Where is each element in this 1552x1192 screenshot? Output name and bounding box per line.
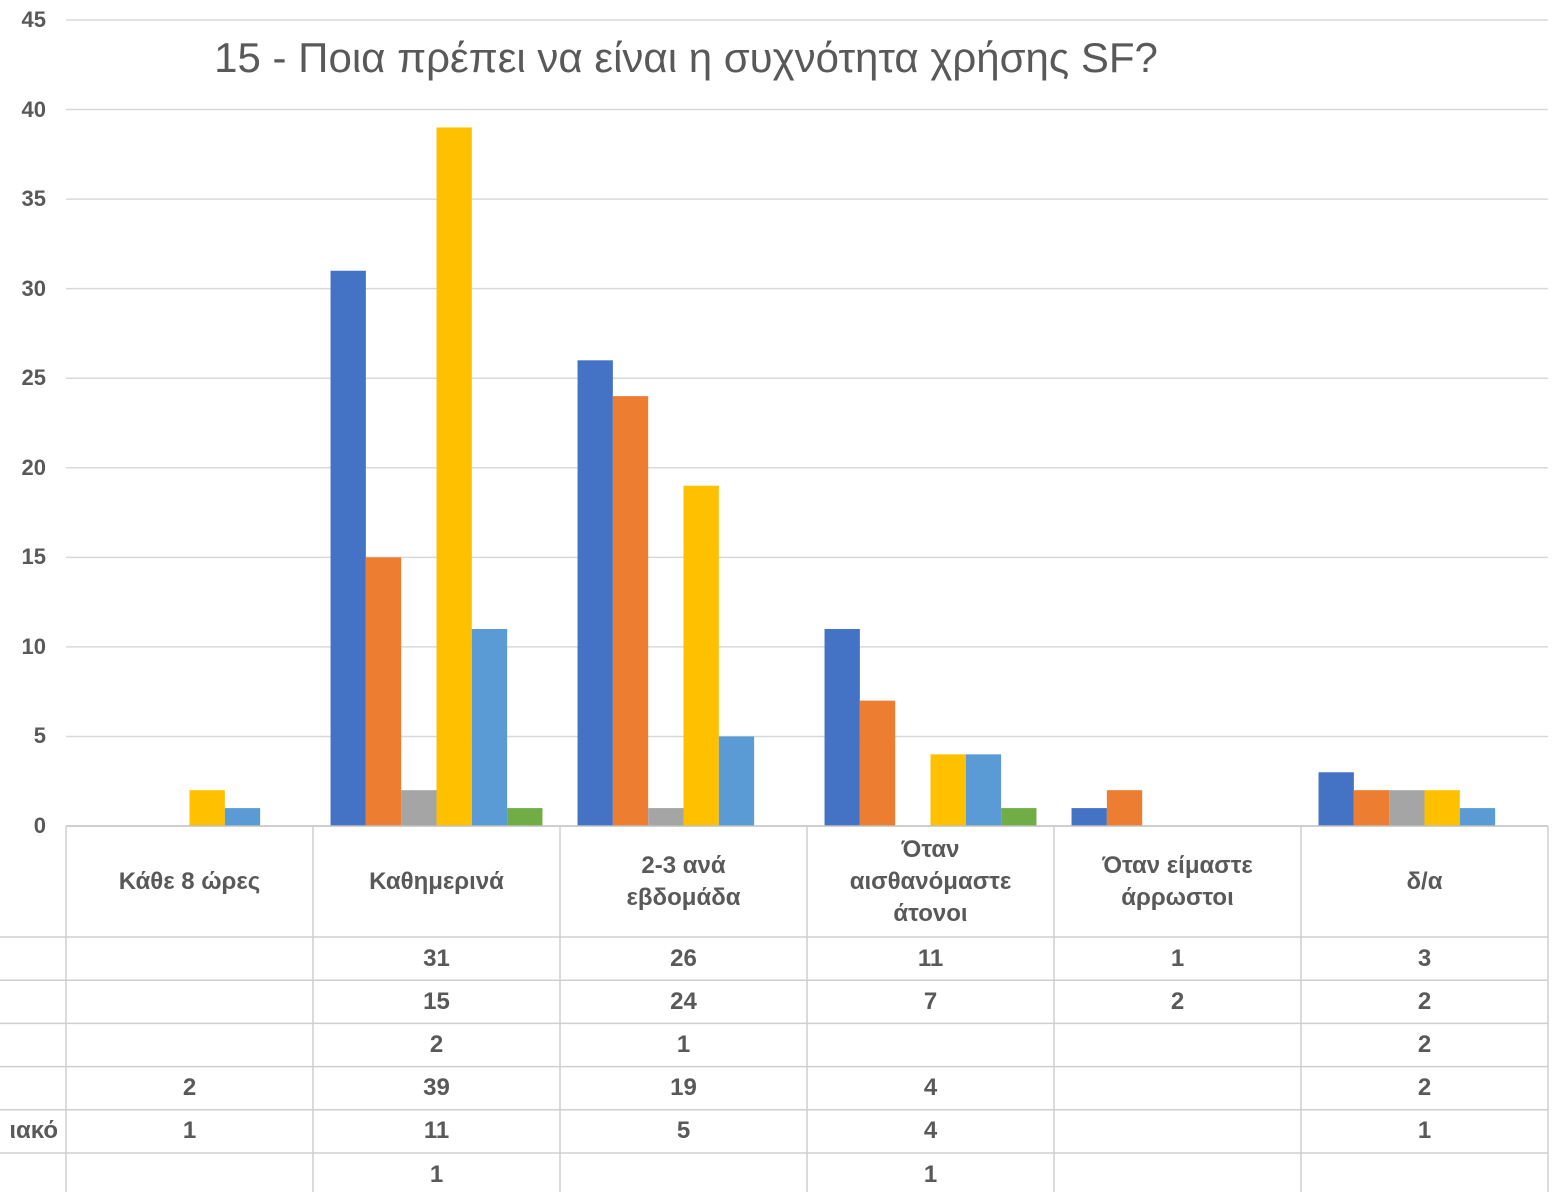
table-value: 1 bbox=[1417, 1117, 1432, 1145]
table-value: 2 bbox=[429, 1031, 444, 1058]
table-value: 4 bbox=[923, 1117, 938, 1145]
table-value: 2 bbox=[1170, 987, 1185, 1015]
table-value: 24 bbox=[670, 987, 697, 1015]
table-value: 4 bbox=[923, 1074, 938, 1102]
bar bbox=[1353, 790, 1390, 826]
bar bbox=[224, 808, 261, 826]
category-label: Όταν αισθανόμαστε άτονοι bbox=[849, 835, 1012, 927]
bar bbox=[648, 808, 684, 826]
y-tick-label: 40 bbox=[21, 96, 46, 122]
bar bbox=[507, 808, 543, 826]
y-tick-label: 15 bbox=[21, 544, 46, 570]
table-value: 2 bbox=[182, 1074, 197, 1102]
category-label-cell: Κάθε 8 ώρες bbox=[66, 826, 313, 937]
category-label-cell: Όταν είμαστε άρρωστοι bbox=[1054, 826, 1301, 937]
bar bbox=[1318, 772, 1354, 826]
bar bbox=[401, 790, 437, 826]
bar bbox=[189, 790, 225, 826]
bar bbox=[718, 736, 755, 826]
bar bbox=[683, 485, 719, 826]
table-value: 3 bbox=[1417, 944, 1432, 972]
bar bbox=[1106, 790, 1143, 826]
bar bbox=[577, 360, 613, 826]
table-value: 15 bbox=[423, 987, 450, 1015]
table-value: 11 bbox=[423, 1117, 450, 1145]
table-value: 39 bbox=[423, 1074, 450, 1102]
bar bbox=[859, 700, 896, 826]
gridlines bbox=[66, 19, 1548, 738]
category-label: Όταν είμαστε άρρωστοι bbox=[1102, 851, 1253, 911]
table-value: 1 bbox=[923, 1160, 938, 1188]
y-tick-label: 5 bbox=[33, 723, 46, 749]
bar bbox=[1001, 808, 1037, 826]
table-value: 5 bbox=[676, 1117, 691, 1145]
y-tick-label: 20 bbox=[21, 454, 46, 480]
y-tick-label: 10 bbox=[21, 633, 46, 659]
y-tick-label: 35 bbox=[21, 186, 46, 212]
table-value: 2 bbox=[1417, 1074, 1432, 1102]
table-value: 19 bbox=[670, 1074, 697, 1102]
bar bbox=[1389, 790, 1425, 826]
bar bbox=[330, 270, 366, 826]
category-label: δ/α bbox=[1406, 867, 1443, 895]
table-value: 7 bbox=[923, 987, 938, 1015]
table-value: 1 bbox=[676, 1031, 691, 1058]
category-label-cell: Όταν αισθανόμαστε άτονοι bbox=[807, 826, 1054, 937]
bar bbox=[930, 754, 966, 826]
bar bbox=[436, 127, 472, 826]
table-value: 1 bbox=[1170, 944, 1185, 972]
y-tick-label: 25 bbox=[21, 365, 46, 391]
category-label: Κάθε 8 ώρες bbox=[118, 867, 261, 895]
table-value: 31 bbox=[423, 944, 450, 972]
bar bbox=[965, 754, 1002, 826]
bar bbox=[1459, 808, 1496, 826]
bar bbox=[365, 557, 402, 826]
y-tick-label: 30 bbox=[21, 275, 46, 301]
chart-title: 15 - Ποια πρέπει να είναι η συχνότητα χρ… bbox=[214, 34, 1158, 81]
bar bbox=[612, 396, 649, 826]
bar bbox=[824, 628, 860, 826]
y-tick-label: 45 bbox=[21, 7, 46, 32]
table-value: 2 bbox=[1417, 1031, 1432, 1058]
category-label: 2-3 ανά εβδομάδα bbox=[626, 851, 741, 911]
category-label-cell: Καθημερινά bbox=[313, 826, 560, 937]
category-label: Καθημερινά bbox=[369, 867, 504, 895]
table-row-label: ιακό bbox=[9, 1117, 58, 1145]
y-tick-label: 0 bbox=[33, 813, 46, 838]
category-label-cell: 2-3 ανά εβδομάδα bbox=[560, 826, 807, 937]
data-table-lines bbox=[0, 825, 1549, 1192]
table-value: 11 bbox=[917, 944, 944, 972]
table-value: 2 bbox=[1417, 987, 1432, 1015]
table-value: 26 bbox=[670, 944, 697, 972]
table-value: 1 bbox=[429, 1160, 444, 1188]
bar bbox=[1424, 790, 1460, 826]
table-value: 1 bbox=[182, 1117, 197, 1145]
bar bbox=[1071, 808, 1107, 826]
bar bbox=[471, 628, 508, 826]
bars bbox=[189, 127, 1496, 826]
category-label-cell: δ/α bbox=[1301, 826, 1548, 937]
